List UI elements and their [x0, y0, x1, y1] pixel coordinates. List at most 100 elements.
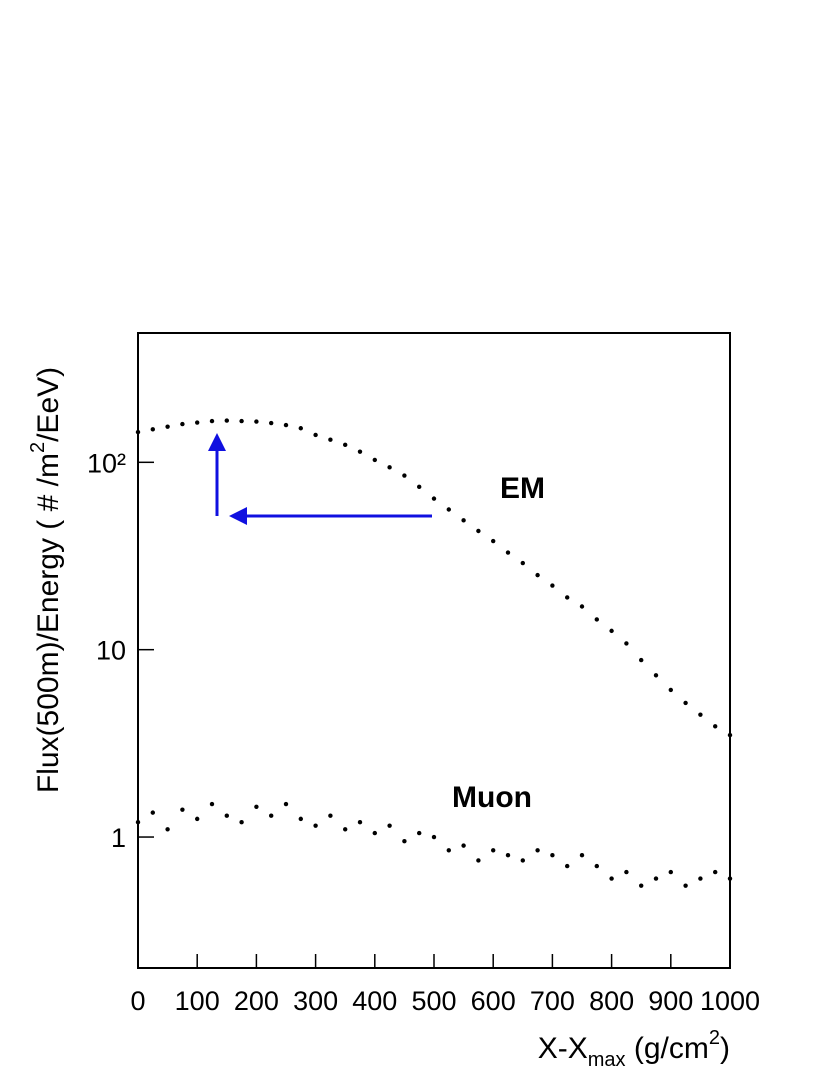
data-point: [313, 432, 318, 438]
data-point: [357, 449, 363, 454]
y-label-part: /EeV): [32, 367, 65, 442]
data-point: [565, 863, 570, 869]
data-point: [550, 852, 555, 858]
data-point: [417, 484, 422, 490]
data-point: [417, 830, 422, 836]
data-point: [254, 419, 259, 424]
data-point: [372, 457, 377, 463]
data-point: [195, 816, 200, 822]
data-point: [135, 820, 141, 825]
arrow-head: [229, 507, 247, 525]
data-point: [180, 807, 185, 812]
data-point: [698, 712, 703, 717]
data-point: [713, 724, 718, 729]
data-point: [491, 538, 496, 544]
data-point: [224, 813, 229, 818]
data-point: [653, 876, 659, 881]
data-point: [387, 465, 392, 470]
data-point: [150, 427, 155, 432]
y-tick-label: 10²: [87, 448, 126, 478]
y-tick-label: 1: [111, 823, 126, 853]
y-label-sup: 2: [27, 442, 49, 453]
arrow-head: [208, 433, 226, 451]
x-tick-label: 400: [352, 986, 397, 1016]
data-point: [239, 418, 244, 424]
y-axis-label: Flux(500m)/Energy ( # /m2/EeV): [27, 367, 65, 793]
data-point: [698, 876, 703, 881]
data-point: [550, 583, 555, 588]
data-point: [328, 437, 333, 442]
data-point: [209, 418, 215, 424]
x-label-sup: 2: [709, 1027, 720, 1049]
data-point: [283, 801, 289, 807]
arrows: [208, 433, 432, 525]
data-point: [594, 617, 599, 622]
data-point: [402, 473, 407, 478]
x-axis-label: X-Xmax (g/cm2): [538, 1027, 730, 1071]
data-point: [476, 528, 481, 534]
data-point: [150, 810, 155, 815]
x-label-part: X-X: [538, 1032, 588, 1065]
data-point: [431, 834, 437, 840]
data-point: [491, 848, 496, 853]
data-point: [446, 848, 451, 853]
data-point: [639, 883, 644, 888]
data-point: [298, 426, 303, 431]
annotation: Muon: [452, 781, 532, 814]
data-point: [387, 823, 392, 828]
x-tick-label: 700: [530, 986, 575, 1016]
data-point: [683, 883, 688, 888]
data-point: [520, 858, 525, 863]
data-point: [653, 673, 659, 678]
data-point: [313, 823, 318, 828]
x-tick-label: 900: [648, 986, 693, 1016]
data-point: [713, 869, 718, 875]
data-point: [668, 687, 673, 693]
data-point: [683, 700, 688, 706]
data-point: [239, 820, 244, 825]
data-point: [328, 813, 333, 818]
data-point: [727, 876, 733, 881]
data-point: [298, 816, 303, 822]
data-point: [505, 550, 511, 555]
x-tick-label: 200: [234, 986, 279, 1016]
data-point: [343, 827, 348, 832]
data-point: [461, 843, 466, 848]
data-point: [372, 830, 377, 836]
data-point: [343, 442, 348, 448]
data-point: [535, 572, 540, 578]
data-point: [431, 496, 437, 501]
data-point: [476, 858, 481, 863]
data-point: [165, 424, 170, 429]
data-point: [579, 852, 585, 858]
data-point: [195, 420, 200, 425]
data-point: [727, 732, 733, 738]
x-tick-label: 500: [411, 986, 456, 1016]
data-point: [135, 429, 141, 435]
plot-frame: [137, 332, 731, 969]
data-point: [624, 869, 629, 875]
x-tick-label: 600: [471, 986, 516, 1016]
data-point: [283, 422, 289, 428]
y-tick-label: 10: [96, 636, 126, 666]
data-point: [624, 641, 629, 646]
data-point: [446, 507, 451, 512]
x-label-part: ): [720, 1032, 730, 1065]
x-tick-label: 800: [589, 986, 634, 1016]
annotation: EM: [500, 472, 545, 505]
data-point: [180, 421, 185, 427]
data-point: [565, 595, 570, 600]
x-tick-label: 1000: [700, 986, 760, 1016]
data-point: [402, 839, 407, 844]
data-point: [505, 852, 511, 858]
x-tick-label: 300: [293, 986, 338, 1016]
data-point: [269, 813, 274, 818]
x-label-sub: max: [588, 1049, 626, 1071]
data-point: [254, 804, 259, 810]
data-point: [609, 876, 614, 881]
data-point: [165, 827, 170, 832]
x-tick-label: 100: [175, 986, 220, 1016]
data-point: [668, 869, 673, 875]
y-label-part: Flux(500m)/Energy ( # /m: [32, 453, 65, 793]
